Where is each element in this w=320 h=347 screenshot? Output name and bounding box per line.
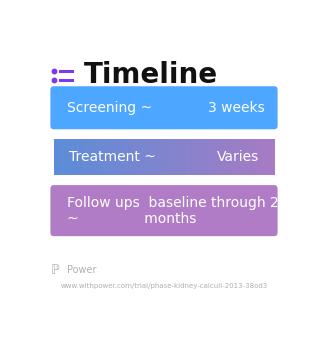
Text: 3 weeks: 3 weeks <box>208 101 264 115</box>
FancyBboxPatch shape <box>51 185 277 236</box>
FancyBboxPatch shape <box>51 86 277 129</box>
Text: ℙ: ℙ <box>51 264 60 277</box>
Text: Follow ups  baseline through 2
~               months: Follow ups baseline through 2 ~ months <box>67 196 279 226</box>
Text: Power: Power <box>67 265 97 275</box>
Text: Timeline: Timeline <box>84 61 218 89</box>
Text: Screening ~: Screening ~ <box>67 101 152 115</box>
Text: www.withpower.com/trial/phase-kidney-calculi-2013-38od3: www.withpower.com/trial/phase-kidney-cal… <box>60 283 268 289</box>
